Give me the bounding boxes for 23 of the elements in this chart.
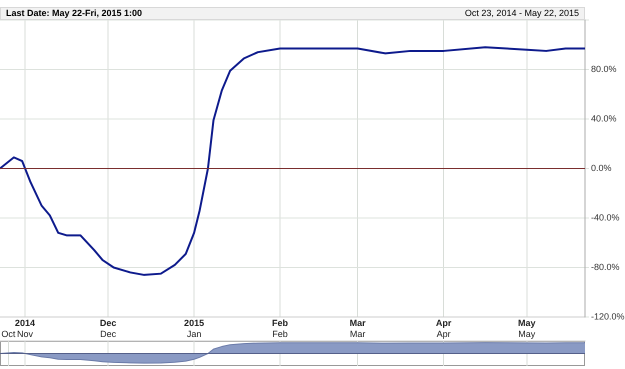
y-tick-label: -120.0% <box>591 311 625 322</box>
x-tick-label: Mar <box>350 318 366 328</box>
chart-subtitle: Oct 23, 2014 - May 22, 2015 <box>464 8 579 19</box>
x-tick-label: Oct <box>1 329 16 340</box>
x-tick-label: May <box>518 318 536 328</box>
x-tick-label: 2015 <box>184 318 204 328</box>
x-tick-label: Apr <box>436 329 451 340</box>
chart-title: Last Date: May 22-Fri, 2015 1:00 <box>6 8 142 19</box>
x-tick-label: 2014 <box>14 318 35 328</box>
y-tick-label: -40.0% <box>591 212 620 222</box>
x-tick-label: Feb <box>272 329 288 340</box>
y-tick-label: 40.0% <box>591 113 617 124</box>
x-tick-label: May <box>518 329 536 340</box>
x-tick-label: Apr <box>436 318 452 328</box>
y-tick-label: -80.0% <box>591 262 620 272</box>
x-tick-label: Feb <box>272 318 289 328</box>
x-tick-label: Nov <box>16 329 34 340</box>
y-tick-label: 0.0% <box>591 162 612 173</box>
x-tick-label: Mar <box>350 329 366 340</box>
x-tick-label: Jan <box>186 329 202 340</box>
y-tick-label: 80.0% <box>591 64 617 74</box>
x-tick-label: Dec <box>100 318 116 328</box>
x-tick-label: Dec <box>100 329 117 340</box>
